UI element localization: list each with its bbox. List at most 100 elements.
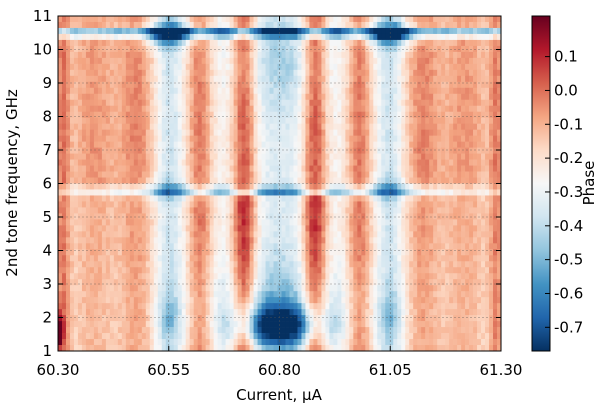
heatmap-cell bbox=[221, 141, 226, 148]
heatmap-cell bbox=[345, 69, 350, 77]
heatmap-cell bbox=[453, 243, 458, 250]
heatmap-cell bbox=[153, 27, 159, 35]
heatmap-cell bbox=[449, 231, 454, 238]
heatmap-cell bbox=[429, 159, 434, 166]
heatmap-cell bbox=[285, 249, 290, 256]
heatmap-cell bbox=[177, 225, 183, 232]
heatmap-cell bbox=[337, 93, 342, 101]
heatmap-cell bbox=[173, 87, 179, 95]
heatmap-cell bbox=[109, 219, 115, 226]
heatmap-cell bbox=[169, 39, 175, 47]
heatmap-cell bbox=[117, 27, 123, 35]
heatmap-cell bbox=[397, 195, 402, 202]
heatmap-cell bbox=[473, 159, 478, 166]
heatmap-cell bbox=[69, 69, 75, 77]
heatmap-cell bbox=[265, 81, 270, 89]
heatmap-cell bbox=[497, 27, 501, 35]
heatmap-cell bbox=[309, 21, 314, 29]
heatmap-cell bbox=[89, 81, 95, 89]
heatmap-cell bbox=[153, 99, 159, 107]
heatmap-cell bbox=[113, 243, 119, 250]
heatmap-cell bbox=[177, 45, 183, 53]
heatmap-cell bbox=[69, 57, 75, 65]
heatmap-cell bbox=[233, 27, 238, 35]
heatmap-cell bbox=[345, 201, 350, 208]
heatmap-cell bbox=[353, 111, 358, 119]
heatmap-cell bbox=[169, 21, 175, 29]
heatmap-cell bbox=[397, 267, 402, 274]
heatmap-cell bbox=[101, 75, 107, 83]
heatmap-cell bbox=[341, 63, 346, 71]
heatmap-cell bbox=[493, 219, 498, 226]
heatmap-cell bbox=[369, 81, 374, 89]
heatmap-cell bbox=[369, 273, 374, 280]
heatmap-cell bbox=[101, 111, 107, 119]
heatmap-cell bbox=[297, 225, 302, 232]
heatmap-cell bbox=[329, 153, 334, 160]
heatmap-cell bbox=[361, 105, 366, 113]
heatmap-cell bbox=[413, 75, 418, 83]
heatmap-cell bbox=[301, 93, 306, 101]
heatmap-cell bbox=[113, 93, 119, 101]
heatmap-cell bbox=[157, 153, 163, 160]
heatmap-cell bbox=[497, 123, 501, 131]
heatmap-cell bbox=[389, 159, 394, 166]
heatmap-cell bbox=[289, 111, 294, 119]
heatmap-cell bbox=[141, 33, 147, 41]
heatmap-cell bbox=[293, 147, 298, 154]
heatmap-cell bbox=[361, 279, 366, 286]
heatmap-cell bbox=[185, 75, 191, 83]
heatmap-cell bbox=[225, 81, 230, 89]
heatmap-cell bbox=[353, 159, 358, 166]
heatmap-cell bbox=[133, 57, 139, 65]
heatmap-cell bbox=[161, 45, 167, 53]
heatmap-cell bbox=[89, 153, 95, 160]
heatmap-cell bbox=[213, 201, 218, 208]
heatmap-cell bbox=[133, 75, 139, 83]
heatmap-cell bbox=[405, 231, 410, 238]
heatmap-cell bbox=[273, 33, 278, 41]
heatmap-cell bbox=[377, 267, 382, 274]
heatmap-cell bbox=[357, 261, 362, 268]
heatmap-cell bbox=[333, 165, 338, 172]
heatmap-cell bbox=[465, 261, 470, 268]
heatmap-cell bbox=[485, 255, 490, 262]
heatmap-cell bbox=[337, 16, 342, 23]
heatmap-cell bbox=[149, 33, 155, 41]
heatmap-cell bbox=[61, 21, 67, 29]
heatmap-cell bbox=[81, 33, 87, 41]
heatmap-cell bbox=[317, 273, 322, 280]
heatmap-cell bbox=[217, 219, 222, 226]
heatmap-cell bbox=[457, 207, 462, 214]
heatmap-cell bbox=[213, 99, 218, 107]
heatmap-cell bbox=[397, 189, 402, 196]
heatmap-cell bbox=[329, 69, 334, 77]
heatmap-cell bbox=[477, 27, 482, 35]
heatmap-cell bbox=[293, 267, 298, 274]
heatmap-cell bbox=[61, 75, 67, 83]
heatmap-cell bbox=[289, 183, 294, 190]
heatmap-cell bbox=[205, 183, 211, 190]
heatmap-cell bbox=[361, 153, 366, 160]
heatmap-cell bbox=[453, 201, 458, 208]
heatmap-cell bbox=[265, 177, 270, 184]
heatmap-cell bbox=[173, 129, 179, 136]
heatmap-cell bbox=[493, 21, 498, 29]
heatmap-cell bbox=[58, 75, 63, 83]
heatmap-cell bbox=[65, 33, 71, 41]
heatmap-cell bbox=[97, 87, 103, 95]
heatmap-cell bbox=[209, 213, 214, 220]
heatmap-cell bbox=[305, 135, 310, 142]
heatmap-cell bbox=[453, 21, 458, 29]
heatmap-cell bbox=[305, 153, 310, 160]
heatmap-cell bbox=[209, 87, 214, 95]
heatmap-cell bbox=[433, 147, 438, 154]
heatmap-cell bbox=[289, 129, 294, 136]
heatmap-cell bbox=[373, 189, 378, 196]
heatmap-cell bbox=[497, 243, 501, 250]
heatmap-cell bbox=[385, 27, 390, 35]
heatmap-cell bbox=[77, 159, 83, 166]
heatmap-cell bbox=[321, 189, 326, 196]
heatmap-cell bbox=[313, 75, 318, 83]
heatmap-cell bbox=[345, 147, 350, 154]
